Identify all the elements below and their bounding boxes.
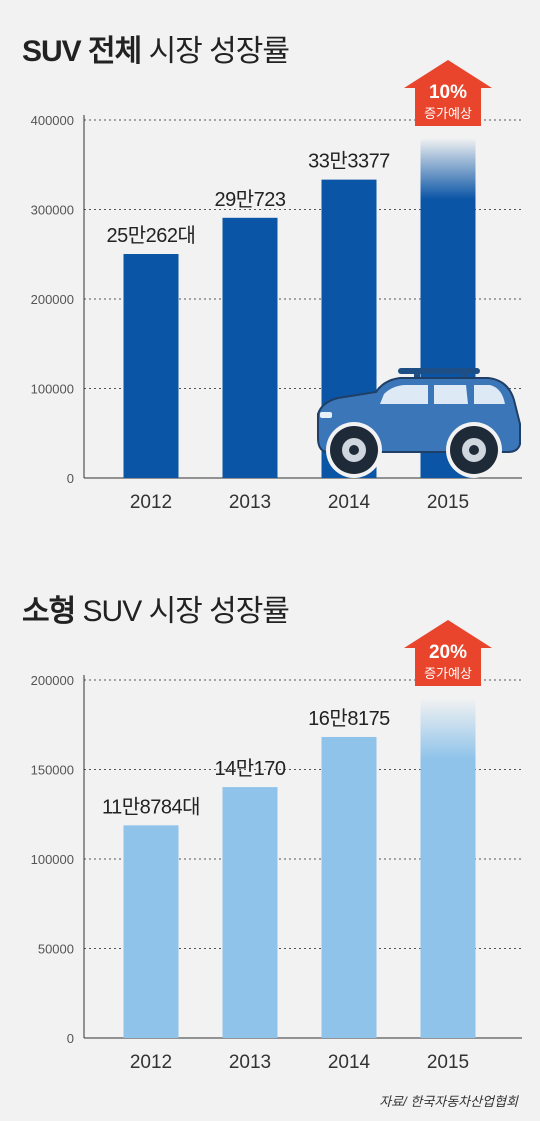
small-suv-chart: 0 50000 100000 150000 200000 11만8784대 2012 14만1… (31, 620, 522, 1073)
data-label: 25만262대 (107, 224, 196, 247)
callout-percent: 20% (429, 642, 467, 663)
data-label: 29만723 (214, 188, 285, 211)
y-tick-label: 0 (67, 1031, 74, 1046)
car-headlight (320, 412, 332, 418)
chart-title-light: 시장 성장률 (148, 35, 290, 68)
y-tick-label: 400000 (31, 113, 74, 128)
y-tick-label: 100000 (31, 382, 74, 397)
y-tick-label: 50000 (38, 942, 74, 957)
suv-total-panel: SUV 전체 시장 성장률 0 100000 200000 300000 400000 2… (0, 0, 540, 540)
y-tick-label: 0 (67, 471, 74, 486)
car-window (434, 385, 468, 404)
growth-callout: 20% 증가예상 (404, 620, 492, 686)
x-tick-label: 2012 (130, 492, 172, 513)
bar (123, 825, 179, 1038)
y-tick-label: 150000 (31, 763, 74, 778)
car-icon (317, 368, 521, 478)
callout-text: 증가예상 (424, 106, 472, 121)
y-tick-label: 200000 (31, 673, 74, 688)
chart-title-bold: SUV 전체 (22, 35, 142, 68)
chart-title-bold: 소형 (22, 595, 76, 628)
x-tick-label: 2013 (229, 1052, 271, 1073)
data-label: 14만170 (214, 757, 285, 780)
callout-arrow (404, 620, 492, 686)
growth-callout: 10% 증가예상 (404, 60, 492, 126)
car-window (474, 385, 505, 404)
x-tick-label: 2012 (130, 1052, 172, 1073)
y-tick-label: 200000 (31, 292, 74, 307)
chart-title: SUV 전체 시장 성장률 (22, 26, 290, 70)
chart-title: 소형 SUV 시장 성장률 (22, 586, 290, 630)
x-tick-label: 2015 (427, 1052, 469, 1073)
x-tick-label: 2015 (427, 492, 469, 513)
bar (222, 787, 278, 1038)
car-window (380, 385, 428, 404)
bar (420, 698, 476, 1038)
callout-percent: 10% (429, 82, 467, 103)
source-note: 자료/ 한국자동차산업협회 (379, 1094, 518, 1109)
callout-text: 증가예상 (424, 666, 472, 681)
data-label: 16만8175 (308, 707, 390, 730)
suv-total-chart: 0 100000 200000 300000 400000 25만262대 2012 29만7… (31, 60, 522, 513)
y-tick-label: 100000 (31, 852, 74, 867)
bar (222, 217, 278, 478)
callout-arrow (404, 60, 492, 126)
bar (321, 736, 377, 1038)
small-suv-panel: 소형 SUV 시장 성장률 0 50000 100000 150000 200000 11… (0, 560, 540, 1100)
chart-title-light: SUV 시장 성장률 (82, 595, 290, 628)
y-tick-label: 300000 (31, 203, 74, 218)
x-tick-label: 2013 (229, 492, 271, 513)
bar (123, 254, 179, 478)
data-label: 33만3377 (308, 150, 390, 173)
data-label: 11만8784대 (102, 795, 200, 818)
x-tick-label: 2014 (328, 1052, 371, 1073)
x-tick-label: 2014 (328, 492, 371, 513)
